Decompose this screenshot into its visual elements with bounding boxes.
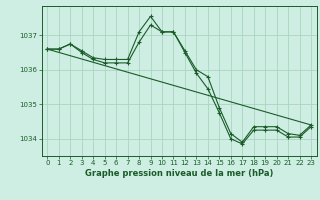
X-axis label: Graphe pression niveau de la mer (hPa): Graphe pression niveau de la mer (hPa) (85, 169, 273, 178)
